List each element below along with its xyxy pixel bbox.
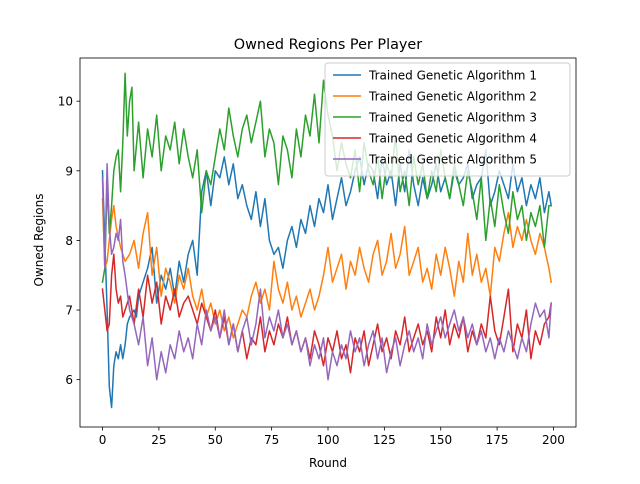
x-tick-label: 200 xyxy=(542,433,565,447)
x-tick-label: 125 xyxy=(373,433,396,447)
series-line-3 xyxy=(101,72,552,284)
y-tick-label: 7 xyxy=(65,304,73,318)
y-axis-label: Owned Regions xyxy=(32,193,46,286)
legend: Trained Genetic Algorithm 1 Trained Genet… xyxy=(324,62,571,177)
series-line-1 xyxy=(101,149,553,409)
x-axis-label: Round xyxy=(309,456,347,470)
chart-title: Owned Regions Per Player xyxy=(234,37,422,53)
legend-label-1: Trained Genetic Algorithm 1 xyxy=(368,69,537,83)
x-tick-label: 150 xyxy=(429,433,452,447)
x-tick-label: 50 xyxy=(208,433,223,447)
x-tick-label: 100 xyxy=(317,433,340,447)
plot-axes: 0 25 50 75 100 125 150 175 200 6 7 8 9 10 xyxy=(58,57,577,447)
legend-label-3: Trained Genetic Algorithm 3 xyxy=(368,111,537,125)
legend-box xyxy=(324,62,571,177)
x-tick-label: 175 xyxy=(486,433,509,447)
x-tick-label: 75 xyxy=(264,433,279,447)
y-tick-label: 10 xyxy=(58,95,73,109)
y-tick-label: 8 xyxy=(65,234,73,248)
y-tick-label: 9 xyxy=(65,164,73,178)
x-tick-label: 0 xyxy=(99,433,107,447)
legend-label-5: Trained Genetic Algorithm 5 xyxy=(368,153,537,167)
x-tick-label: 25 xyxy=(151,433,166,447)
legend-label-2: Trained Genetic Algorithm 2 xyxy=(368,90,537,104)
legend-label-4: Trained Genetic Algorithm 4 xyxy=(368,132,537,146)
series-line-2 xyxy=(101,197,553,339)
series-line-5 xyxy=(101,163,552,381)
y-tick-label: 6 xyxy=(65,373,73,387)
